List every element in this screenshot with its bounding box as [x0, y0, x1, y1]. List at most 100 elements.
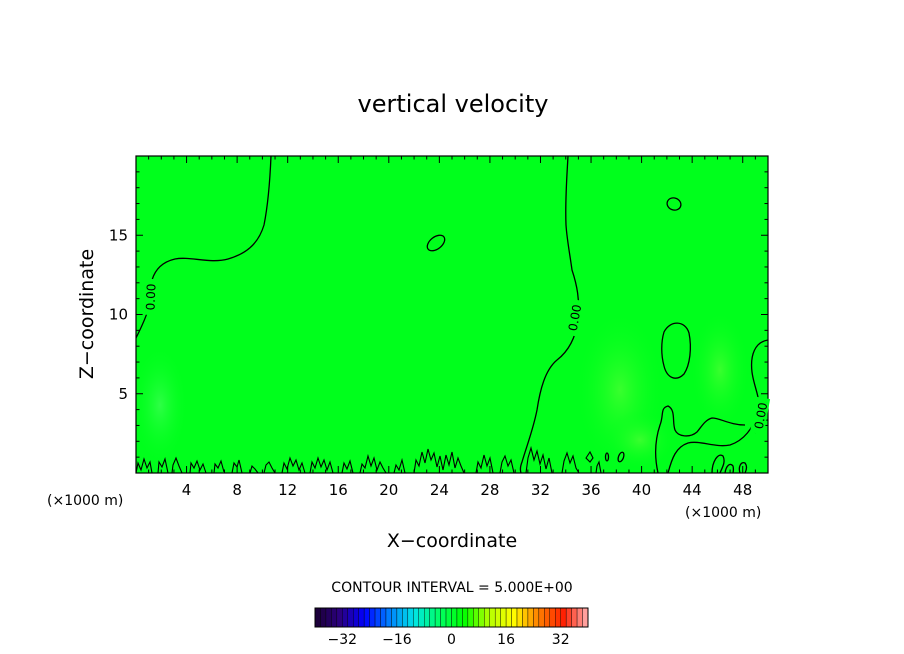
chart-title: vertical velocity: [358, 90, 549, 118]
colorbar-cell: [358, 607, 365, 628]
colorbar-cell: [369, 607, 376, 628]
colorbar-cell: [538, 607, 545, 628]
colorbar-cell: [402, 607, 409, 628]
x-tick-label: 28: [480, 481, 499, 499]
colorbar-cell: [363, 607, 370, 628]
contour-lines: [136, 156, 768, 473]
colorbar-tick-label: −16: [382, 632, 412, 648]
contour-small-1: [617, 451, 625, 463]
x-tick-label: 8: [232, 481, 242, 499]
colorbar-cell: [494, 607, 501, 628]
contour-zero-right-inner: [654, 405, 746, 473]
colorbar-tick-label: −32: [328, 632, 358, 648]
colorbar-cell: [555, 607, 561, 628]
plot-background: [136, 156, 768, 473]
svg-text:0.00: 0.00: [144, 283, 159, 310]
contour-labels: 0.00 0.00 0.00: [142, 278, 770, 435]
contour-label-2: 0.00: [564, 298, 584, 337]
colorbar-cell: [331, 607, 338, 628]
contour-label-3: 0.00: [750, 396, 770, 435]
contour-interval-text: CONTOUR INTERVAL = 5.000E+00: [331, 580, 572, 596]
colorbar-cell: [396, 607, 403, 628]
colorbar-cell: [516, 607, 523, 628]
x-tick-label: 12: [278, 481, 297, 499]
colorbar-cell: [429, 607, 436, 628]
field-shade-right-3: [605, 410, 675, 470]
y-tick-label: 15: [109, 226, 128, 244]
colorbar-cell: [462, 607, 469, 628]
y-tick-labels: 5 10 15: [109, 226, 128, 403]
y-axis-label: Z−coordinate: [76, 249, 98, 379]
colorbar: −32 −16 0 16 32: [314, 607, 589, 648]
colorbar-cell: [522, 607, 529, 628]
contour-small-4: [724, 463, 735, 473]
colorbar-cell: [571, 607, 578, 628]
colorbar-cells: [314, 607, 589, 628]
colorbar-cell: [353, 607, 359, 628]
colorbar-cell: [440, 607, 447, 628]
colorbar-cell: [527, 607, 534, 628]
colorbar-cell: [544, 607, 550, 628]
colorbar-cell: [489, 607, 496, 628]
field-shade-right-2: [690, 310, 750, 430]
colorbar-frame: [314, 607, 589, 628]
colorbar-tick-label: 16: [497, 632, 515, 648]
x-tick-label: 24: [430, 481, 449, 499]
colorbar-cell: [413, 607, 419, 628]
x-tick-labels: 4 8 12 16 20 24 28 32 36 40 44 48: [182, 481, 752, 499]
colorbar-cell: [385, 607, 392, 628]
colorbar-cell: [560, 607, 567, 628]
colorbar-cell: [500, 607, 507, 628]
colorbar-cell: [451, 607, 458, 628]
contour-label-1: 0.00: [142, 278, 159, 316]
colorbar-cell: [582, 607, 589, 628]
colorbar-cell: [325, 607, 332, 628]
x-tick-label: 36: [581, 481, 600, 499]
contour-small-5: [738, 461, 748, 473]
colorbar-cell: [424, 607, 430, 628]
contour-closed-2: [666, 197, 682, 211]
colorbar-cell: [407, 607, 414, 628]
colorbar-cell: [484, 607, 490, 628]
colorbar-cell: [374, 607, 381, 628]
colorbar-cell: [445, 607, 452, 628]
contour-small-3: [711, 454, 725, 473]
x-unit-left: (×1000 m): [47, 493, 123, 509]
x-tick-label: 48: [733, 481, 752, 499]
field-shade-left: [136, 345, 188, 465]
x-tick-label: 16: [329, 481, 348, 499]
colorbar-cell: [434, 607, 441, 628]
x-tick-label: 20: [379, 481, 398, 499]
svg-text:0.00: 0.00: [566, 303, 584, 332]
colorbar-cell: [380, 607, 387, 628]
contour-zero-middle: [519, 156, 580, 473]
colorbar-cell: [505, 607, 512, 628]
colorbar-cell: [473, 607, 479, 628]
x-tick-label: 40: [632, 481, 651, 499]
field-shading: [136, 310, 750, 470]
contour-zero-right-outer: [667, 339, 768, 473]
colorbar-cell: [456, 607, 463, 628]
colorbar-tick-label: 0: [447, 632, 456, 648]
contour-small-2: [604, 452, 610, 462]
y-tick-label: 5: [118, 385, 128, 403]
colorbar-cell: [576, 607, 583, 628]
colorbar-cell: [347, 607, 354, 628]
colorbar-cell: [467, 607, 474, 628]
colorbar-cell: [314, 607, 321, 628]
x-tick-label: 4: [182, 481, 192, 499]
colorbar-cell: [336, 607, 343, 628]
colorbar-cell: [565, 607, 572, 628]
colorbar-tick-label: 32: [552, 632, 570, 648]
colorbar-cell: [549, 607, 556, 628]
x-axis-label: X−coordinate: [387, 530, 517, 552]
contour-surface-noise: [136, 445, 602, 473]
y-tick-label: 10: [109, 306, 128, 324]
x-unit-right: (×1000 m): [685, 505, 761, 521]
svg-text:0.00: 0.00: [752, 401, 770, 430]
colorbar-cell: [511, 607, 518, 628]
colorbar-cell: [418, 607, 425, 628]
colorbar-cell: [342, 607, 348, 628]
